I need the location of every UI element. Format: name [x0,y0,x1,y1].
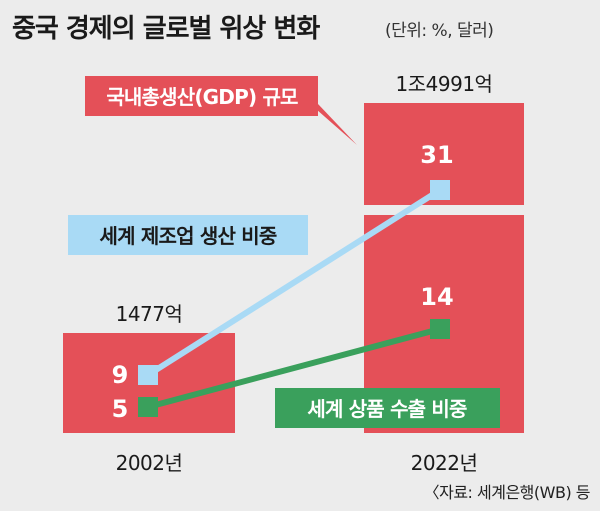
gdp-value-label: 1477억 [116,302,183,326]
exports-value-2002: 5 [112,395,129,423]
gdp-value-label: 1조4991억 [396,72,493,96]
manufacturing-marker [430,180,450,200]
gdp-legend-box [85,76,318,116]
x-tick-label: 2002년 [116,451,183,475]
x-tick-label: 2022년 [411,451,478,475]
manufacturing-line [146,187,442,378]
manufacturing-legend-label: 세계 제조업 생산 비중 [100,224,277,248]
exports-line [147,326,441,410]
manufacturing-value-2002: 9 [112,361,129,389]
manufacturing-legend-box [68,215,308,255]
exports-legend-label: 세계 상품 수출 비중 [307,397,467,421]
manufacturing-value-2022: 31 [420,141,453,169]
gdp-legend-label: 국내총생산(GDP) 규모 [106,85,298,109]
unit-label: (단위: %, 달러) [385,21,494,41]
chart-title: 중국 경제의 글로벌 위상 변화 [12,14,320,44]
exports-legend-box [275,388,500,428]
source-note: 〈자료: 세계은행(WB) 등 [423,483,591,502]
manufacturing-marker [138,365,158,385]
exports-marker [430,319,450,339]
exports-value-2022: 14 [420,283,453,311]
exports-marker [138,397,158,417]
